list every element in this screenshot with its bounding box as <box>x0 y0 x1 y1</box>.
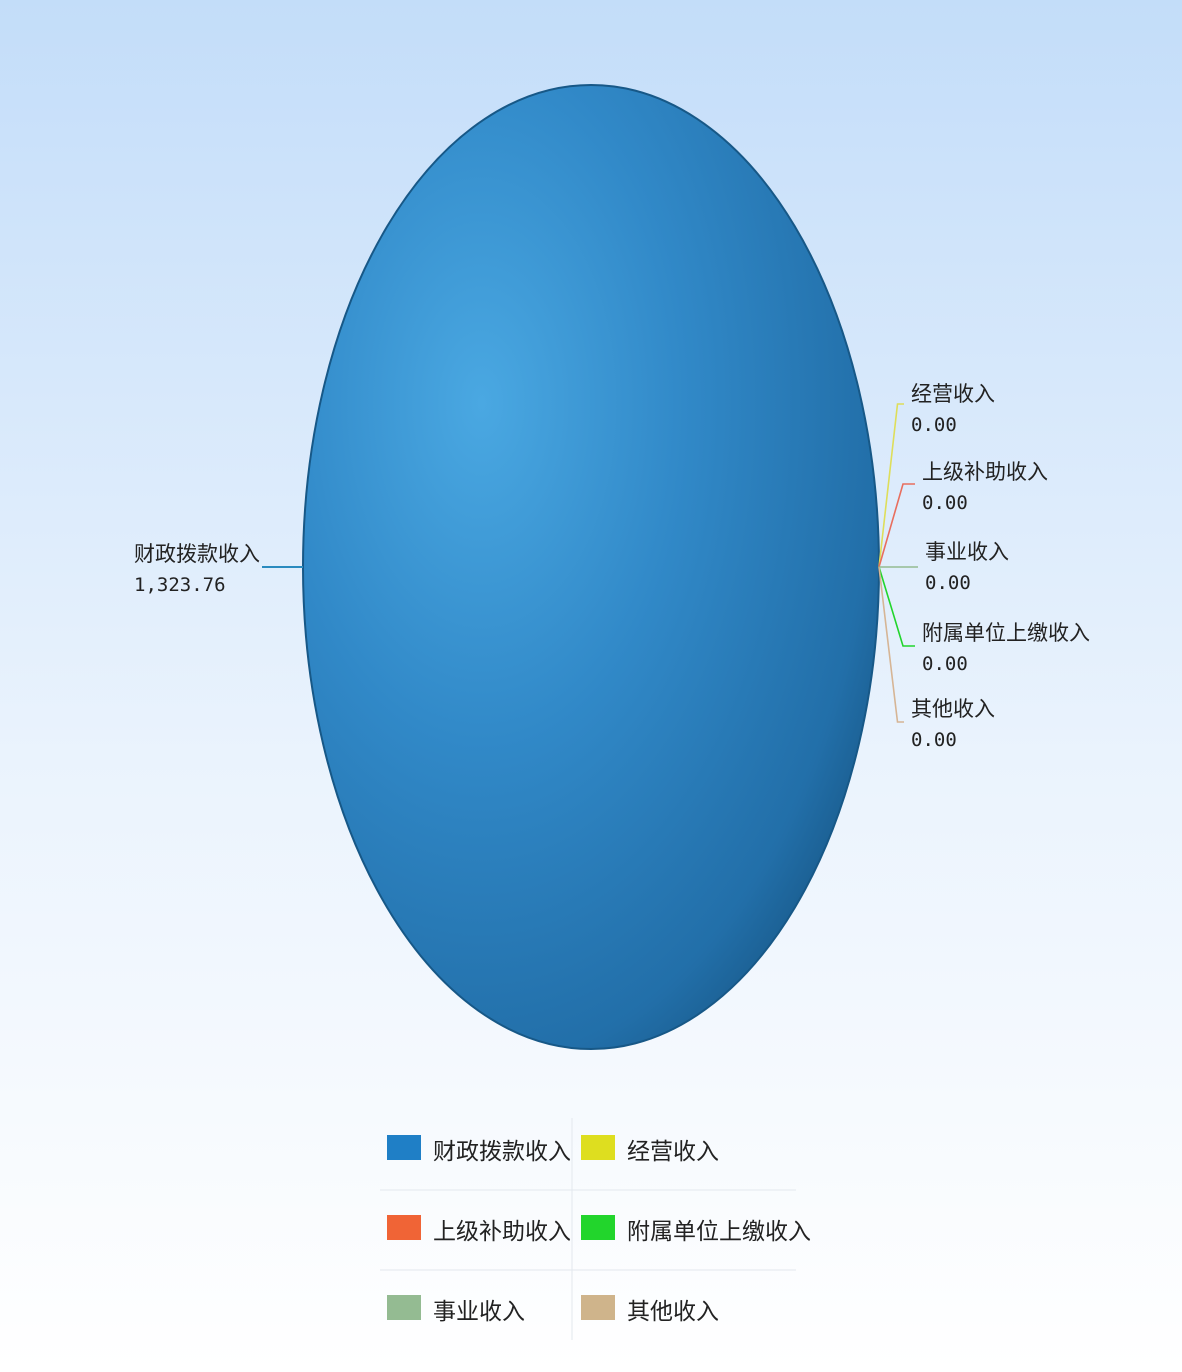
leader-line-4 <box>878 566 915 647</box>
slice-label-name-4: 附属单位上缴收入 <box>922 621 1090 645</box>
legend-item-3[interactable]: 事业收入 <box>387 1295 525 1325</box>
legend-label-5: 其他收入 <box>627 1299 719 1325</box>
legend-item-2[interactable]: 上级补助收入 <box>387 1215 571 1245</box>
slice-label-value-2: 0.00 <box>922 492 968 514</box>
legend-label-1: 经营收入 <box>627 1139 719 1165</box>
slice-label-value-4: 0.00 <box>922 653 968 675</box>
slice-label-name-0: 财政拨款收入 <box>134 542 260 566</box>
legend-item-4[interactable]: 附属单位上缴收入 <box>581 1215 811 1245</box>
leader-line-2 <box>878 483 915 568</box>
slice-label-name-5: 其他收入 <box>911 697 995 721</box>
legend-swatch-5 <box>581 1295 615 1320</box>
leader-line-5 <box>878 566 904 723</box>
legend-swatch-1 <box>581 1135 615 1160</box>
slice-label-name-2: 上级补助收入 <box>922 460 1048 484</box>
legend-swatch-4 <box>581 1215 615 1240</box>
slice-label-value-1: 0.00 <box>911 414 957 436</box>
pie-slice-0[interactable] <box>302 84 880 1050</box>
legend-item-1[interactable]: 经营收入 <box>581 1135 719 1165</box>
legend-label-0: 财政拨款收入 <box>433 1139 571 1165</box>
legend-label-4: 附属单位上缴收入 <box>627 1219 811 1245</box>
slice-label-name-1: 经营收入 <box>911 382 995 406</box>
leader-line-1 <box>878 403 904 568</box>
legend-swatch-3 <box>387 1295 421 1320</box>
legend-item-0[interactable]: 财政拨款收入 <box>387 1135 571 1165</box>
legend-item-5[interactable]: 其他收入 <box>581 1295 719 1325</box>
legend-swatch-2 <box>387 1215 421 1240</box>
slice-label-value-3: 0.00 <box>925 572 971 594</box>
slice-label-name-3: 事业收入 <box>925 540 1009 564</box>
slice-label-value-5: 0.00 <box>911 729 957 751</box>
legend-label-3: 事业收入 <box>433 1299 525 1325</box>
legend-swatch-0 <box>387 1135 421 1160</box>
slice-label-value-0: 1,323.76 <box>134 574 226 596</box>
legend-label-2: 上级补助收入 <box>433 1219 571 1245</box>
